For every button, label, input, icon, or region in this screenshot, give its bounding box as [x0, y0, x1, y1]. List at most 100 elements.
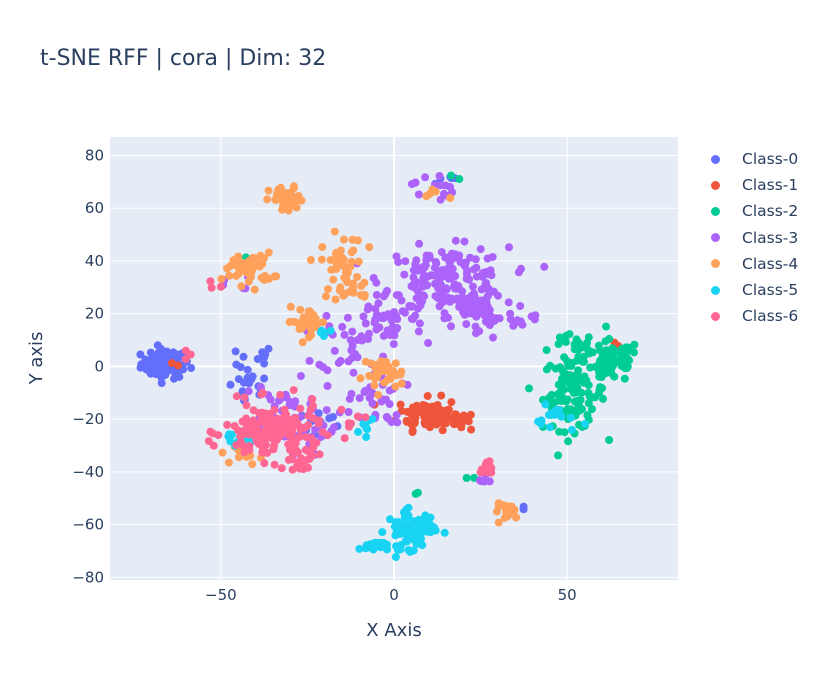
data-point — [306, 256, 315, 264]
data-point — [391, 553, 400, 561]
data-point — [260, 374, 269, 383]
data-point — [354, 427, 363, 436]
data-point — [447, 171, 456, 180]
data-point — [264, 248, 273, 257]
data-point — [348, 327, 357, 336]
data-point — [510, 506, 519, 514]
data-point — [339, 261, 348, 270]
data-point — [469, 282, 477, 291]
data-point — [271, 428, 280, 437]
legend-item-class-2[interactable]: Class-2 — [706, 198, 798, 224]
data-point — [603, 361, 612, 370]
data-point — [347, 346, 356, 355]
legend-label: Class-1 — [742, 176, 799, 195]
data-point — [425, 519, 434, 528]
y-tick-label: −80 — [72, 568, 104, 586]
data-point — [214, 431, 223, 440]
data-point — [574, 366, 583, 375]
data-point — [415, 265, 424, 274]
data-point — [481, 460, 490, 469]
data-point — [276, 390, 285, 399]
data-point — [232, 392, 241, 401]
data-point — [324, 285, 332, 294]
data-point — [445, 414, 454, 423]
x-tick-label: 0 — [389, 586, 399, 604]
data-point — [403, 407, 412, 416]
data-point — [312, 438, 321, 447]
data-point — [386, 374, 395, 382]
data-point — [464, 417, 473, 426]
data-point — [363, 305, 372, 314]
y-tick-label: 60 — [85, 199, 104, 217]
data-point — [311, 314, 320, 323]
y-tick-label: 0 — [94, 357, 104, 375]
data-point — [472, 272, 481, 281]
legend-item-class-1[interactable]: Class-1 — [706, 172, 798, 198]
legend: Class-0 Class-1 Class-2 Class-3 Class-4 Class… — [706, 146, 798, 329]
legend-item-class-0[interactable]: Class-0 — [706, 146, 798, 172]
data-point — [270, 272, 279, 281]
data-point — [483, 254, 492, 263]
data-point — [378, 528, 387, 537]
series-class-5 — [224, 326, 589, 561]
data-point — [467, 425, 476, 434]
data-point — [469, 293, 478, 302]
data-point — [277, 190, 285, 199]
legend-item-class-6[interactable]: Class-6 — [706, 303, 798, 329]
data-point — [599, 394, 607, 403]
data-point — [362, 433, 371, 441]
data-point — [630, 340, 639, 349]
data-point — [403, 417, 411, 426]
data-point — [591, 362, 600, 371]
data-point — [234, 426, 242, 435]
data-point — [457, 419, 466, 428]
data-point — [370, 381, 379, 390]
data-point — [585, 349, 594, 358]
data-point — [136, 350, 145, 359]
data-point — [554, 340, 563, 349]
data-point — [459, 301, 468, 310]
data-point — [223, 420, 232, 429]
x-tick-label: −50 — [205, 586, 237, 604]
data-point — [238, 417, 247, 426]
data-point — [400, 270, 409, 279]
data-point — [586, 393, 595, 402]
data-point — [557, 412, 566, 421]
data-point — [174, 361, 182, 370]
data-point — [322, 311, 331, 320]
legend-marker — [711, 206, 720, 216]
x-tick-label: 50 — [558, 586, 577, 604]
data-point — [372, 291, 381, 299]
data-point — [482, 279, 491, 287]
data-point — [264, 186, 273, 195]
data-point — [431, 279, 439, 288]
data-point — [458, 287, 467, 296]
legend-item-class-4[interactable]: Class-4 — [706, 251, 798, 277]
data-points — [136, 171, 639, 561]
legend-item-class-3[interactable]: Class-3 — [706, 225, 798, 251]
data-point — [302, 433, 311, 441]
data-point — [271, 195, 280, 204]
data-point — [562, 331, 570, 340]
data-point — [365, 243, 374, 252]
data-point — [518, 320, 527, 329]
data-point — [465, 305, 473, 314]
data-point — [239, 352, 248, 361]
data-point — [286, 445, 294, 454]
data-point — [445, 267, 453, 276]
data-point — [374, 299, 383, 308]
legend-item-class-5[interactable]: Class-5 — [706, 277, 798, 303]
data-point — [436, 181, 445, 190]
data-point — [441, 253, 450, 262]
data-point — [483, 292, 492, 301]
y-tick-label: 20 — [85, 305, 104, 323]
data-point — [252, 260, 260, 269]
data-point — [564, 361, 573, 370]
data-point — [598, 384, 607, 393]
data-point — [244, 387, 253, 396]
data-point — [160, 363, 169, 372]
data-point — [231, 347, 240, 356]
data-point — [392, 411, 401, 419]
data-point — [318, 427, 327, 436]
data-point — [416, 301, 425, 310]
